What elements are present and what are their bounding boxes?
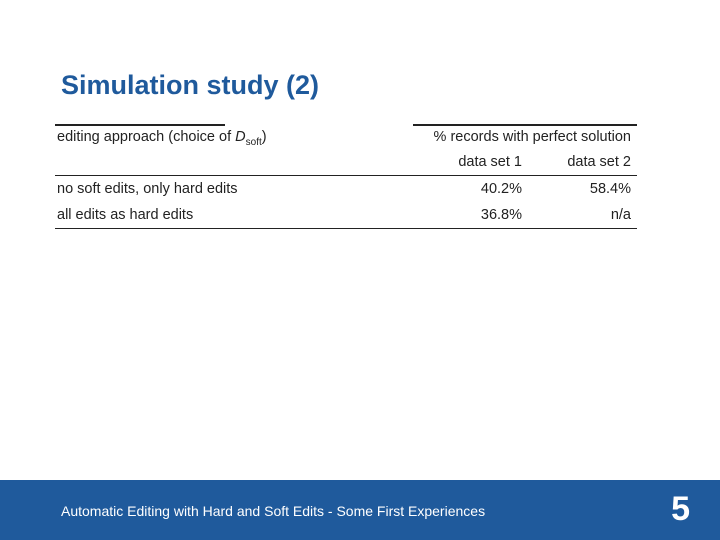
row-value-data-set-2: n/a xyxy=(610,207,631,223)
table-top-rule-left xyxy=(55,124,225,126)
header-approach: editing approach (choice of Dsoft) xyxy=(57,129,267,148)
header-approach-var: D xyxy=(235,129,246,145)
row-label: no soft edits, only hard edits xyxy=(57,181,238,197)
table-header-row-1: editing approach (choice of Dsoft) % rec… xyxy=(55,124,637,149)
slide-title: Simulation study (2) xyxy=(61,70,320,100)
results-table: editing approach (choice of Dsoft) % rec… xyxy=(55,124,637,229)
header-data-set-2: data set 2 xyxy=(567,154,631,170)
footer-text: Automatic Editing with Hard and Soft Edi… xyxy=(61,503,486,519)
row-value-data-set-1: 40.2% xyxy=(480,181,522,197)
header-data-set-1: data set 1 xyxy=(458,154,522,170)
header-approach-label: editing approach (choice of xyxy=(57,129,236,145)
row-label: all edits as hard edits xyxy=(57,207,194,223)
row-value-data-set-2: 58.4% xyxy=(589,181,631,197)
table-header-row-2: data set 1 data set 2 xyxy=(55,149,637,176)
footer-bar: Automatic Editing with Hard and Soft Edi… xyxy=(0,480,720,540)
table-row: no soft edits, only hard edits 40.2% 58.… xyxy=(55,176,637,202)
table-top-rule-right xyxy=(413,124,637,126)
header-approach-close: ) xyxy=(261,129,267,145)
table-row: all edits as hard edits 36.8% n/a xyxy=(55,202,637,229)
page-number: 5 xyxy=(671,490,690,528)
header-approach-sub: soft xyxy=(245,136,262,148)
header-perfect-solution: % records with perfect solution xyxy=(433,129,631,145)
row-value-data-set-1: 36.8% xyxy=(480,207,522,223)
